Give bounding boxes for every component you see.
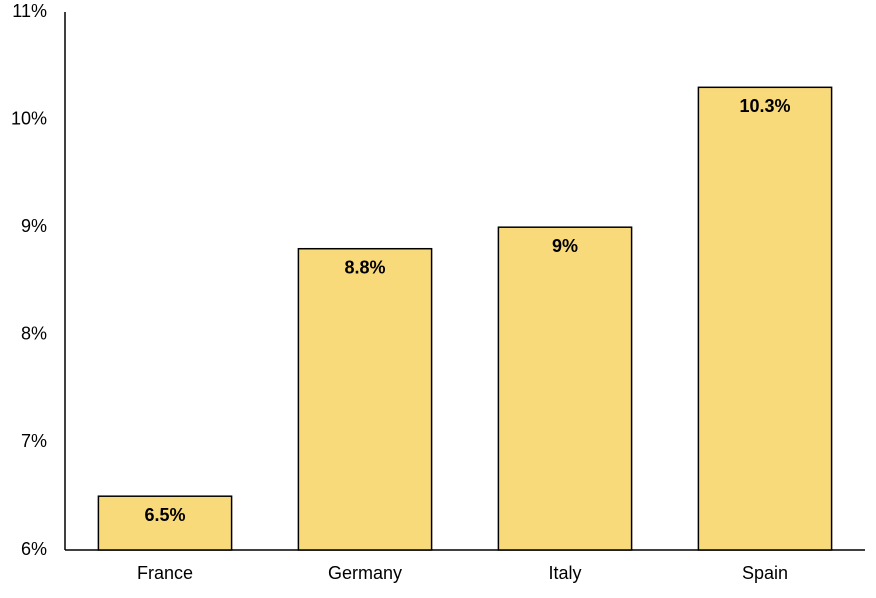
y-tick-label: 9% bbox=[21, 216, 47, 236]
value-label: 9% bbox=[552, 236, 578, 256]
y-tick-label: 6% bbox=[21, 539, 47, 559]
bar bbox=[297, 247, 433, 551]
value-label: 10.3% bbox=[739, 96, 790, 116]
y-tick-label: 7% bbox=[21, 431, 47, 451]
bar bbox=[697, 86, 833, 551]
y-tick-label: 10% bbox=[11, 108, 47, 128]
y-tick-label: 8% bbox=[21, 324, 47, 344]
y-tick-label: 11% bbox=[12, 1, 47, 21]
bar bbox=[497, 226, 633, 551]
value-label: 6.5% bbox=[144, 505, 185, 525]
x-tick-label: Germany bbox=[328, 563, 402, 583]
x-tick-label: Spain bbox=[742, 563, 788, 583]
x-tick-label: France bbox=[137, 563, 193, 583]
value-label: 8.8% bbox=[344, 257, 385, 277]
bar bbox=[97, 495, 233, 551]
x-tick-label: Italy bbox=[548, 563, 581, 583]
